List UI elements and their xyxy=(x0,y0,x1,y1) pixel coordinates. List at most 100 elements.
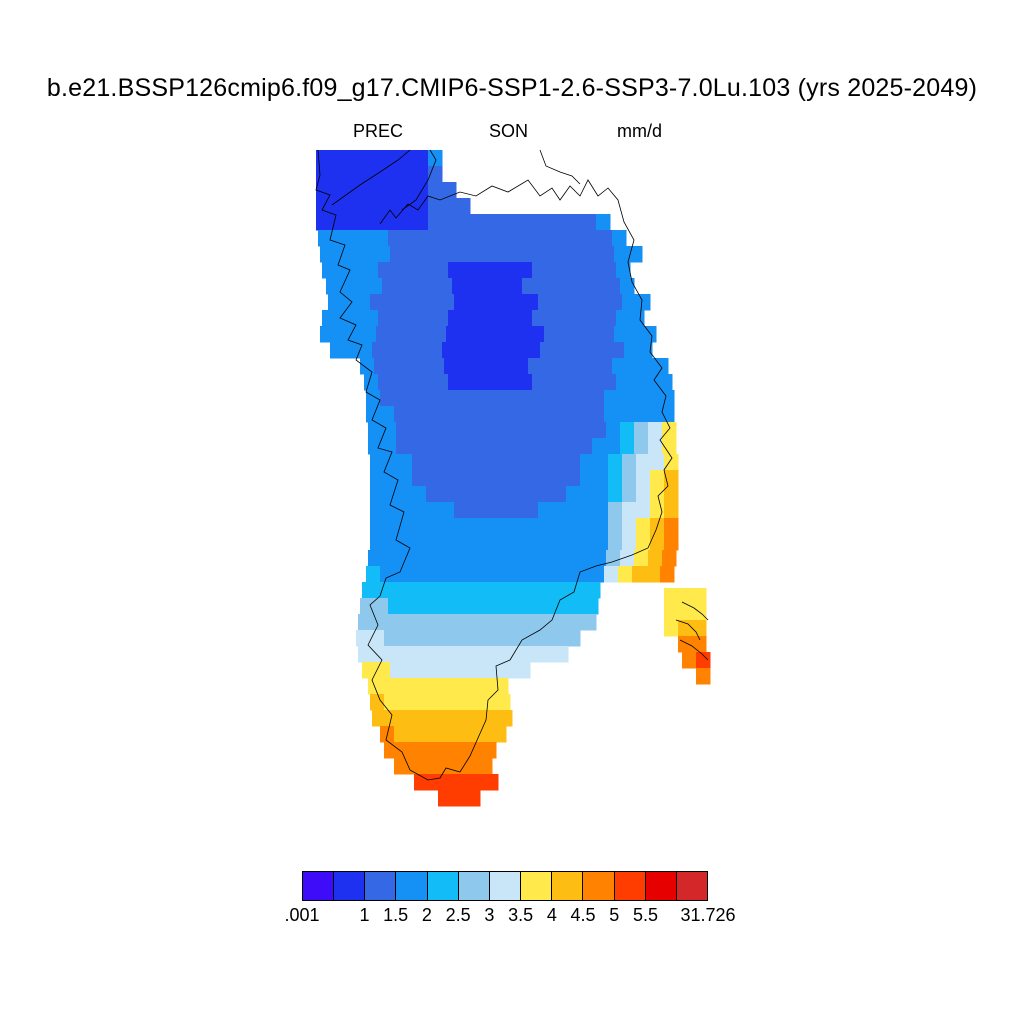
grid-cell xyxy=(438,422,453,439)
grid-cell xyxy=(330,214,345,231)
grid-cell xyxy=(608,454,623,471)
grid-cell xyxy=(478,390,493,407)
grid-cell xyxy=(342,294,357,311)
grid-cell xyxy=(554,342,569,359)
grid-cell xyxy=(484,646,499,663)
grid-cell xyxy=(514,358,529,375)
grid-cell xyxy=(510,294,525,311)
grid-cell xyxy=(584,358,599,375)
grid-cell xyxy=(516,246,531,263)
grid-cell xyxy=(372,710,387,727)
grid-cell xyxy=(468,486,483,503)
grid-cell xyxy=(636,486,651,503)
grid-cell xyxy=(472,358,487,375)
grid-cell xyxy=(358,614,373,631)
grid-cell xyxy=(538,534,553,551)
grid-cell xyxy=(412,742,427,759)
grid-cell xyxy=(550,550,565,567)
grid-cell xyxy=(528,598,543,615)
grid-cell xyxy=(456,614,471,631)
grid-cell xyxy=(580,534,595,551)
grid-cell xyxy=(368,550,383,567)
grid-cell xyxy=(402,358,417,375)
grid-cell xyxy=(608,534,623,551)
grid-cell xyxy=(566,630,581,647)
grid-cell xyxy=(664,620,679,637)
colorbar-swatch xyxy=(303,872,335,900)
grid-cell xyxy=(612,358,627,375)
grid-cell xyxy=(496,470,511,487)
colorbar-swatch xyxy=(334,872,366,900)
colorbar-tick-label: 1 xyxy=(359,905,370,925)
grid-cell xyxy=(538,486,553,503)
grid-cell xyxy=(480,550,495,567)
grid-cell xyxy=(432,246,447,263)
grid-cell xyxy=(502,326,517,343)
grid-cell xyxy=(636,470,651,487)
grid-cell xyxy=(558,246,573,263)
grid-cell xyxy=(530,582,545,599)
grid-cell xyxy=(426,694,441,711)
grid-cell xyxy=(650,454,665,471)
grid-cell xyxy=(428,214,443,231)
grid-cell xyxy=(474,246,489,263)
grid-cell xyxy=(358,646,373,663)
grid-cell xyxy=(370,534,385,551)
grid-cell xyxy=(506,390,521,407)
grid-cell xyxy=(400,614,415,631)
grid-cell xyxy=(500,598,515,615)
colorbar-swatch xyxy=(458,872,490,900)
grid-cell xyxy=(582,342,597,359)
grid-cell xyxy=(370,294,385,311)
grid-cell xyxy=(478,726,493,743)
grid-cell xyxy=(496,518,511,535)
grid-cell xyxy=(436,566,451,583)
grid-cell xyxy=(546,310,561,327)
colorbar-swatch xyxy=(521,872,553,900)
grid-cell xyxy=(616,262,631,279)
grid-cell xyxy=(394,390,409,407)
grid-cell xyxy=(496,534,511,551)
grid-cell xyxy=(400,150,415,167)
grid-cell xyxy=(546,374,561,391)
grid-cell xyxy=(492,726,507,743)
grid-cell xyxy=(464,566,479,583)
colorbar-swatch xyxy=(645,872,677,900)
grid-cell xyxy=(400,342,415,359)
grid-cell xyxy=(426,486,441,503)
grid-cell xyxy=(394,566,409,583)
grid-cell xyxy=(560,374,575,391)
grid-cell xyxy=(460,246,475,263)
grid-cell xyxy=(384,742,399,759)
grid-cell xyxy=(412,534,427,551)
grid-cell xyxy=(414,166,429,183)
grid-cell xyxy=(542,358,557,375)
grid-cell xyxy=(412,694,427,711)
grid-cell xyxy=(468,630,483,647)
grid-cell xyxy=(412,454,427,471)
grid-cell xyxy=(608,502,623,519)
grid-cell xyxy=(564,422,579,439)
grid-cell xyxy=(376,582,391,599)
grid-cell xyxy=(328,294,343,311)
grid-cell xyxy=(420,262,435,279)
grid-cell xyxy=(588,262,603,279)
grid-cell xyxy=(524,518,539,535)
grid-cell xyxy=(444,230,459,247)
grid-cell xyxy=(484,214,499,231)
grid-cell xyxy=(646,406,661,423)
grid-cell xyxy=(384,694,399,711)
grid-cell xyxy=(534,390,549,407)
grid-cell xyxy=(334,246,349,263)
grid-cell xyxy=(350,310,365,327)
grid-cell xyxy=(516,582,531,599)
grid-cell xyxy=(472,598,487,615)
grid-cell xyxy=(386,182,401,199)
grid-cell xyxy=(488,326,503,343)
grid-cell xyxy=(332,230,347,247)
grid-cell xyxy=(538,630,553,647)
grid-cell xyxy=(368,438,383,455)
grid-cell xyxy=(634,550,649,567)
grid-cell xyxy=(456,646,471,663)
grid-cell xyxy=(500,358,515,375)
